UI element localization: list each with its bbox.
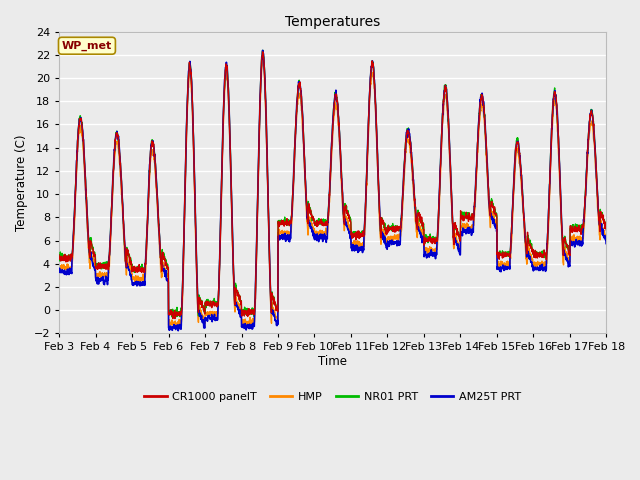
Text: WP_met: WP_met [62,41,112,51]
Legend: CR1000 panelT, HMP, NR01 PRT, AM25T PRT: CR1000 panelT, HMP, NR01 PRT, AM25T PRT [140,387,525,406]
Title: Temperatures: Temperatures [285,15,380,29]
Y-axis label: Temperature (C): Temperature (C) [15,134,28,231]
X-axis label: Time: Time [318,355,348,368]
